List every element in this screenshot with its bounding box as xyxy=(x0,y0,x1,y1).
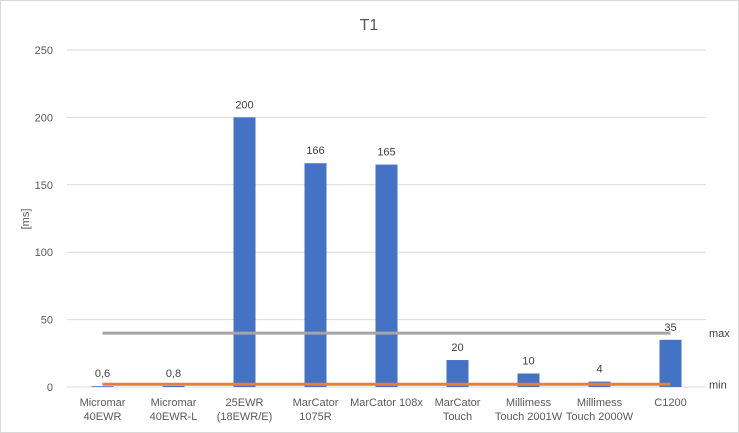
y-tick-label: 50 xyxy=(41,315,53,327)
x-axis-categories: Micromar 40EWR Micromar 40EWR-L 25EWR (18EWR/… xyxy=(80,397,687,423)
y-tick-label: 200 xyxy=(35,112,53,124)
y-tick-label: 250 xyxy=(35,45,53,57)
category-label-1: Micromar 40EWR-L xyxy=(150,397,198,423)
data-label-7: 4 xyxy=(596,364,602,376)
reference-label-max: max xyxy=(709,328,730,340)
bar-2 xyxy=(233,117,256,388)
bar-8 xyxy=(659,339,682,387)
bar-3 xyxy=(304,163,327,387)
category-label-3: MarCator 1075R xyxy=(293,397,339,423)
y-axis-ticks: 0 50 100 150 200 250 xyxy=(35,45,53,394)
category-label-8: C1200 xyxy=(654,397,686,409)
data-label-3: 166 xyxy=(306,145,324,157)
y-tick-label: 0 xyxy=(47,382,53,394)
category-label-0: Micromar 40EWR xyxy=(80,397,126,423)
bar-0 xyxy=(91,386,114,387)
category-label-4: MarCator 108x xyxy=(350,397,423,409)
category-label-2: 25EWR (18EWR/E) xyxy=(217,397,273,423)
y-tick-label: 100 xyxy=(35,247,53,259)
data-label-4: 165 xyxy=(377,147,395,159)
chart-title: T1 xyxy=(360,17,379,34)
data-label-1: 0,8 xyxy=(166,368,181,380)
data-labels: 0,6 0,8 200 166 165 20 10 4 35 xyxy=(95,99,677,380)
data-label-2: 200 xyxy=(235,99,253,111)
data-label-6: 10 xyxy=(522,356,534,368)
category-label-5: MarCator Touch xyxy=(435,397,481,423)
reference-lines: max min xyxy=(102,328,730,391)
reference-label-min: min xyxy=(709,379,727,391)
bar-5 xyxy=(446,360,469,387)
y-axis-label: [ms] xyxy=(20,209,32,230)
data-label-5: 20 xyxy=(451,342,463,354)
y-tick-label: 150 xyxy=(35,180,53,192)
data-label-0: 0,6 xyxy=(95,368,110,380)
bar-1 xyxy=(162,385,185,387)
data-label-8: 35 xyxy=(664,322,676,334)
category-label-6: Millimess Touch 2001W xyxy=(495,397,563,423)
bar-4 xyxy=(375,164,398,387)
bars xyxy=(91,117,682,388)
category-label-7: Millimess Touch 2000W xyxy=(566,397,634,423)
